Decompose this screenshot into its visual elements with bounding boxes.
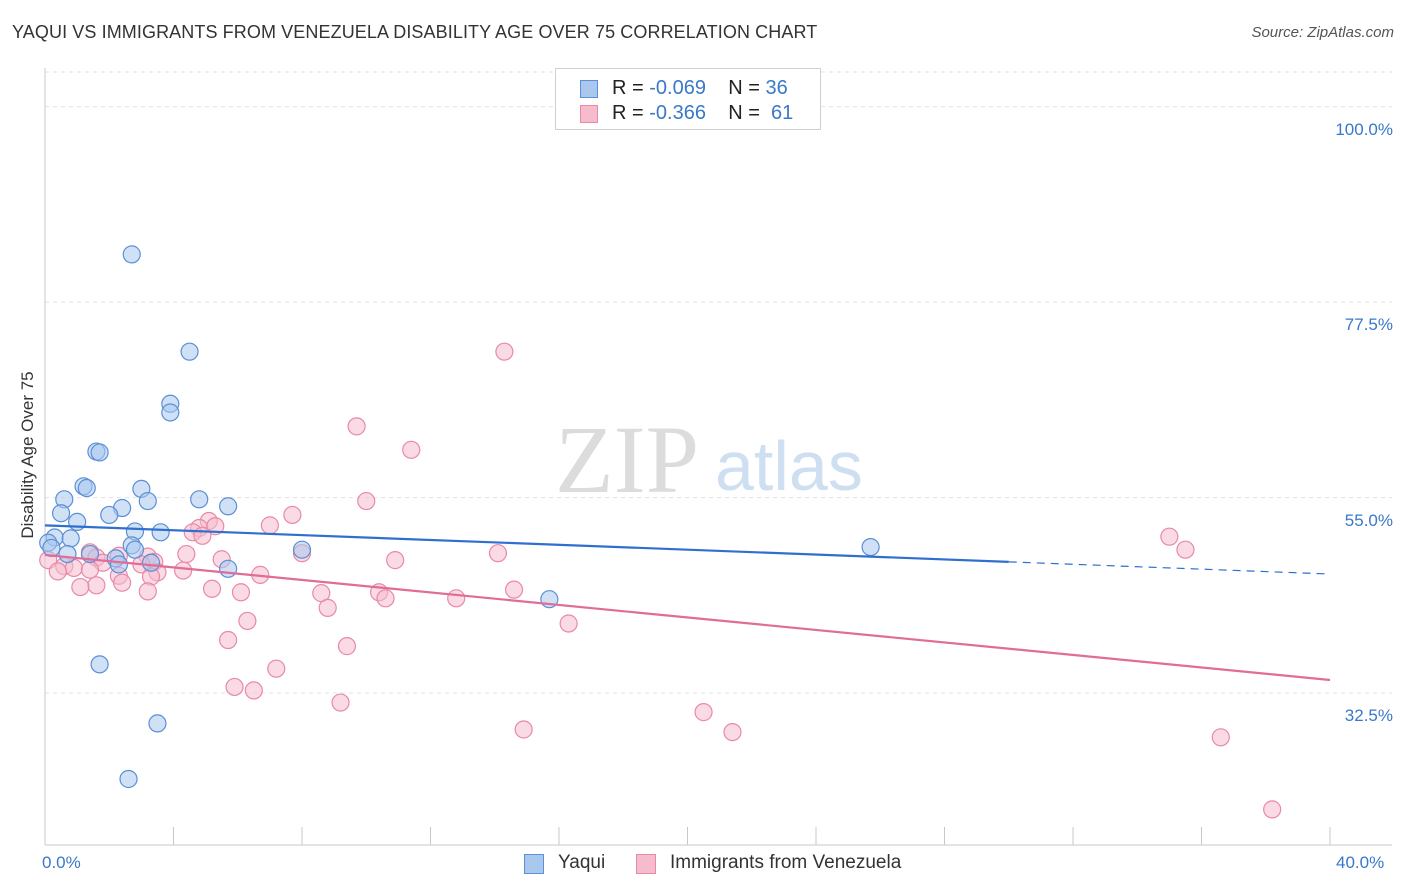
yaqui-point bbox=[219, 497, 238, 516]
y-tick-label: 100.0% bbox=[1335, 119, 1393, 139]
trend-lines bbox=[44, 524, 1331, 682]
series-legend: Yaqui Immigrants from Venezuela bbox=[0, 851, 1406, 879]
correlation-legend: R = -0.069 N = 36 R = -0.366 N = 61 bbox=[555, 68, 821, 130]
legend-label-yaqui: Yaqui bbox=[558, 852, 606, 873]
y-tick-label: 55.0% bbox=[1344, 510, 1393, 530]
venezuela-point bbox=[1211, 728, 1230, 747]
yaqui-legend-swatch bbox=[524, 854, 544, 874]
yaqui-point bbox=[109, 555, 128, 574]
grid bbox=[45, 71, 1392, 694]
legend-label-venezuela: Immigrants from Venezuela bbox=[670, 852, 902, 873]
watermark-zip: ZIP bbox=[555, 406, 699, 513]
yaqui-point bbox=[90, 655, 109, 674]
venezuela-point bbox=[231, 583, 251, 602]
venezuela-point bbox=[193, 526, 212, 545]
venezuela-point bbox=[202, 579, 222, 598]
n-label: N = bbox=[728, 77, 760, 99]
venezuela-point bbox=[48, 562, 67, 581]
venezuela-point bbox=[694, 703, 713, 722]
yaqui-point bbox=[219, 559, 238, 578]
yaqui-point bbox=[125, 540, 145, 559]
yaqui-trend-extension bbox=[1008, 561, 1331, 575]
r-label: R = bbox=[612, 102, 644, 124]
yaqui-point bbox=[58, 544, 77, 564]
venezuela-point bbox=[331, 693, 350, 712]
venezuela-legend-swatch bbox=[636, 854, 656, 874]
yaqui-point bbox=[292, 540, 312, 559]
venezuela-point bbox=[357, 491, 376, 511]
venezuela-point bbox=[447, 589, 466, 608]
n-value-yaqui: 36 bbox=[765, 77, 788, 99]
venezuela-trend-line bbox=[44, 553, 1331, 682]
venezuela-point bbox=[238, 611, 257, 631]
yaqui-point bbox=[100, 505, 119, 525]
venezuela-point bbox=[504, 580, 524, 599]
watermark: ZIP atlas bbox=[555, 406, 863, 513]
venezuela-point bbox=[71, 577, 90, 597]
yaqui-point bbox=[141, 553, 161, 572]
yaqui-point bbox=[119, 769, 138, 789]
venezuela-point bbox=[138, 582, 157, 601]
venezuela-point bbox=[318, 598, 337, 617]
yaqui-point bbox=[180, 342, 199, 361]
yaqui-swatch bbox=[580, 80, 598, 98]
venezuela-point bbox=[495, 342, 514, 361]
venezuela-point bbox=[347, 417, 366, 436]
venezuela-point bbox=[1160, 527, 1179, 546]
y-tick-label: 77.5% bbox=[1344, 315, 1393, 335]
venezuela-point bbox=[376, 589, 395, 608]
venezuela-point bbox=[206, 517, 225, 536]
venezuela-point bbox=[386, 551, 405, 570]
yaqui-point bbox=[161, 403, 180, 422]
y-axis-title: Disability Age Over 75 bbox=[18, 371, 37, 539]
venezuela-point bbox=[488, 544, 508, 563]
venezuela-point bbox=[267, 659, 286, 678]
venezuela-point bbox=[112, 573, 132, 592]
venezuela-point bbox=[723, 722, 742, 742]
venezuela-point bbox=[1176, 540, 1195, 559]
source-label: Source: ZipAtlas.com bbox=[1251, 24, 1394, 41]
yaqui-point bbox=[122, 245, 141, 264]
chart-title: YAQUI VS IMMIGRANTS FROM VENEZUELA DISAB… bbox=[12, 22, 818, 42]
yaqui-trend-line bbox=[44, 524, 1009, 563]
venezuela-point bbox=[244, 681, 263, 700]
venezuela-point bbox=[514, 720, 533, 739]
r-value-yaqui: -0.069 bbox=[649, 77, 706, 99]
watermark-atlas: atlas bbox=[715, 427, 863, 505]
yaqui-point bbox=[151, 523, 170, 542]
venezuela-point bbox=[1263, 800, 1282, 819]
x-tick-label-min: 0.0% bbox=[42, 853, 81, 872]
yaqui-points bbox=[39, 245, 880, 789]
yaqui-point bbox=[861, 537, 880, 557]
venezuela-point bbox=[402, 440, 421, 459]
venezuela-point bbox=[177, 544, 196, 564]
yaqui-point bbox=[61, 529, 80, 548]
venezuela-point bbox=[559, 614, 578, 633]
yaqui-point bbox=[77, 478, 96, 498]
yaqui-point bbox=[138, 491, 157, 511]
axes bbox=[44, 68, 1392, 846]
venezuela-point bbox=[337, 637, 357, 656]
venezuela-point bbox=[87, 576, 106, 595]
venezuela-swatch bbox=[580, 105, 598, 123]
y-tick-label: 32.5% bbox=[1344, 706, 1393, 725]
yaqui-point bbox=[51, 504, 71, 523]
venezuela-point bbox=[174, 561, 193, 580]
venezuela-point bbox=[283, 505, 302, 525]
venezuela-point bbox=[260, 516, 279, 535]
yaqui-point bbox=[148, 714, 167, 733]
r-value-venezuela: -0.366 bbox=[649, 102, 706, 124]
venezuela-point bbox=[225, 677, 244, 697]
r-label: R = bbox=[612, 77, 644, 99]
yaqui-point bbox=[90, 443, 109, 462]
venezuela-point bbox=[80, 560, 100, 579]
n-value-venezuela: 61 bbox=[771, 102, 794, 124]
venezuela-point bbox=[219, 630, 238, 650]
yaqui-point bbox=[190, 490, 209, 509]
x-tick-label-max: 40.0% bbox=[1336, 853, 1385, 872]
n-label: N = bbox=[728, 102, 760, 124]
